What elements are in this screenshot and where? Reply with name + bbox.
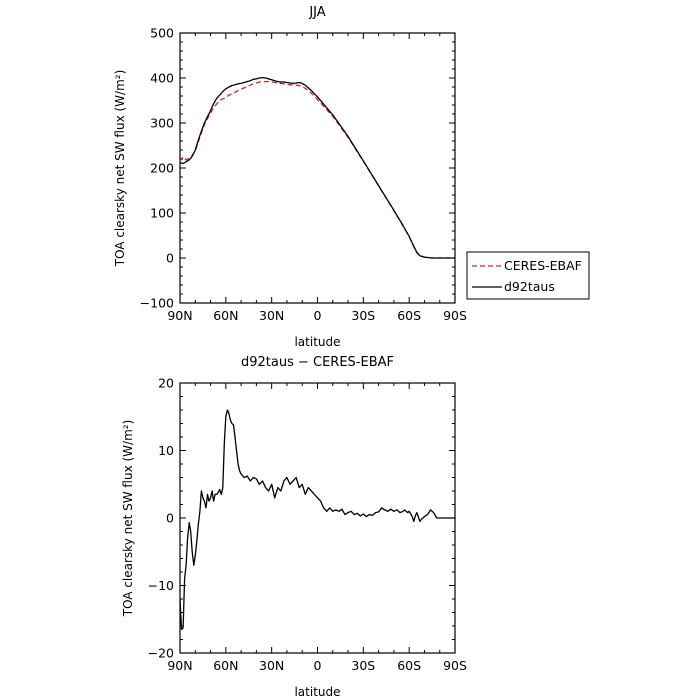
legend-label-d92taus: d92taus: [504, 279, 555, 294]
x-tick-label: 90S: [443, 308, 467, 323]
y-axis-label: TOA clearsky net SW flux (W/m²): [113, 70, 127, 268]
legend: CERES-EBAF d92taus: [466, 251, 590, 300]
legend-box: [466, 251, 590, 300]
x-tick-label: 90S: [443, 658, 467, 673]
x-tick-label: 30S: [351, 658, 375, 673]
y-axis-label: TOA clearsky net SW flux (W/m²): [121, 420, 135, 618]
x-tick-label: 0: [314, 308, 322, 323]
y-tick-label: −20: [148, 646, 174, 661]
x-axis-label: latitude: [294, 685, 340, 699]
legend-label-ceres-ebaf: CERES-EBAF: [504, 258, 582, 273]
difference-line: [179, 409, 455, 631]
axes: 90N 60N 30N 0 30S 60S 90S −20 −10 0 10 20: [148, 376, 467, 674]
y-tick-label: 500: [150, 26, 174, 41]
x-tick-label: 60N: [213, 658, 238, 673]
series-layer: [179, 409, 455, 631]
plot-frame: [179, 382, 456, 654]
x-tick-label: 30N: [259, 658, 284, 673]
x-tick-label: 0: [314, 658, 322, 673]
x-tick-label: 30S: [351, 308, 375, 323]
y-tick-label: 100: [150, 206, 174, 221]
y-tick-label: −10: [148, 578, 174, 593]
series-line-ceres-ebaf: [179, 80, 455, 259]
series-line-d92taus: [179, 76, 455, 259]
x-tick-label: 30N: [259, 308, 284, 323]
x-tick-label: 60S: [397, 308, 421, 323]
y-tick-label: 20: [158, 376, 174, 391]
chart-title: JJA: [308, 5, 325, 20]
y-tick-label: 200: [150, 161, 174, 176]
series-layer: [179, 76, 455, 259]
x-tick-label: 90N: [167, 658, 192, 673]
y-tick-label: 0: [166, 511, 174, 526]
y-tick-label: 300: [150, 116, 174, 131]
x-tick-label: 60N: [213, 308, 238, 323]
y-tick-label: −100: [140, 296, 174, 311]
chart-top: JJA latitude TOA clearsky net SW flux (W…: [113, 5, 467, 349]
chart-bottom: d92taus − CERES-EBAF latitude TOA clears…: [121, 355, 467, 699]
x-axis-label: latitude: [294, 335, 340, 349]
plot-frame: [179, 32, 456, 304]
chart-title: d92taus − CERES-EBAF: [241, 355, 394, 370]
x-tick-label: 60S: [397, 658, 421, 673]
axes: 90N 60N 30N 0 30S 60S 90S −100 0 100 200 300 400 500: [140, 26, 467, 324]
y-tick-label: 0: [166, 251, 174, 266]
y-tick-label: 10: [158, 443, 174, 458]
y-tick-label: 400: [150, 71, 174, 86]
x-tick-label: 90N: [167, 308, 192, 323]
